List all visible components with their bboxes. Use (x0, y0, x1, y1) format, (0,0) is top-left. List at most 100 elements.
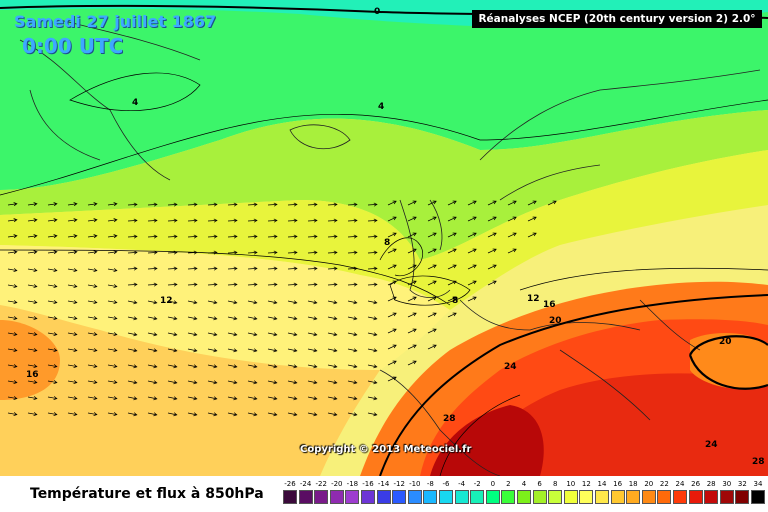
flux-arrow (7, 234, 18, 239)
scale-color-cell (423, 490, 438, 504)
scale-tick-label: 12 (581, 480, 591, 488)
scale-color-cell (485, 490, 500, 504)
scale-tick-label: 30 (722, 480, 732, 488)
flux-arrow (227, 348, 238, 353)
flux-arrow (147, 316, 158, 321)
flux-arrow (27, 202, 38, 207)
flux-arrow (247, 282, 258, 287)
flux-arrow (207, 332, 218, 337)
scale-color-cell (704, 490, 719, 504)
flux-arrow (27, 234, 38, 239)
flux-arrow (347, 218, 358, 223)
flux-arrow (107, 380, 118, 385)
flux-arrow (267, 364, 278, 369)
flux-arrow (367, 396, 378, 401)
flux-arrow (367, 282, 378, 287)
flux-arrow (287, 266, 298, 271)
flux-arrow (307, 234, 318, 239)
flux-arrow (307, 202, 318, 207)
contour-label: 28 (443, 414, 456, 424)
flux-arrow (87, 250, 98, 255)
flux-arrow (387, 312, 397, 318)
flux-arrow (367, 316, 378, 321)
flux-arrow (7, 218, 18, 223)
flux-arrow (247, 412, 258, 417)
flux-arrow (307, 250, 318, 255)
flux-arrow (167, 332, 178, 337)
flux-arrow (187, 202, 198, 207)
flux-arrow (207, 282, 218, 287)
flux-arrow (167, 266, 178, 271)
flux-arrow (127, 250, 138, 255)
scale-tick-label: 28 (706, 480, 716, 488)
flux-arrow (387, 376, 397, 382)
flux-arrow (387, 200, 397, 206)
scale-color-cell (329, 490, 344, 504)
flux-arrow (67, 396, 78, 401)
scale-color-cell (314, 490, 329, 504)
flux-arrow (167, 412, 178, 417)
flux-arrow (107, 348, 118, 353)
flux-arrow (367, 332, 378, 337)
flux-arrow (227, 202, 238, 207)
flux-arrow (207, 202, 218, 207)
contour-label: 16 (543, 300, 556, 310)
flux-arrow (207, 234, 218, 239)
flux-arrow (487, 200, 497, 206)
flux-arrow (427, 216, 437, 222)
contour-label: 20 (719, 337, 732, 347)
flux-arrow (27, 300, 38, 305)
flux-arrow (107, 332, 118, 337)
flux-arrow (387, 360, 397, 366)
flux-arrow (107, 412, 118, 417)
flux-arrow (187, 250, 198, 255)
flux-arrow (7, 268, 18, 273)
contour-label: 4 (132, 98, 139, 108)
flux-arrow (267, 300, 278, 305)
flux-arrow (327, 364, 338, 369)
flux-arrow (87, 380, 98, 385)
flux-arrow (467, 200, 477, 206)
flux-arrow (347, 396, 358, 401)
flux-arrow (367, 218, 378, 223)
flux-arrow (247, 364, 258, 369)
flux-arrow (327, 316, 338, 321)
flux-arrow (107, 218, 118, 223)
flux-arrow (487, 248, 497, 254)
flux-arrow (107, 234, 118, 239)
map-time: 0:00 UTC (22, 34, 124, 58)
flux-arrow (347, 364, 358, 369)
flux-arrow (227, 250, 238, 255)
scale-color-cell (407, 490, 422, 504)
flux-arrow (267, 380, 278, 385)
flux-arrow (187, 300, 198, 305)
scale-color-cell (361, 490, 375, 504)
flux-arrow (187, 282, 198, 287)
scale-tick-label: -16 (362, 480, 374, 488)
flux-arrow (467, 232, 477, 238)
flux-arrow (47, 412, 58, 417)
scale-color-cell (719, 490, 734, 504)
flux-arrow (307, 380, 318, 385)
flux-arrow (67, 268, 78, 273)
flux-arrow (307, 364, 318, 369)
scale-tick-label: 24 (675, 480, 685, 488)
flux-arrow (347, 300, 358, 305)
scale-color-cell (626, 490, 641, 504)
scale-tick-label: -22 (315, 480, 327, 488)
flux-arrow (7, 300, 18, 305)
flux-arrow (107, 316, 118, 321)
flux-arrow (387, 232, 397, 238)
flux-arrow (287, 282, 298, 287)
flux-arrow (287, 396, 298, 401)
flux-arrow (227, 364, 238, 369)
flux-arrow (27, 284, 38, 289)
flux-arrow (287, 234, 298, 239)
flux-arrow (127, 332, 138, 337)
flux-arrow (87, 332, 98, 337)
contour-label: 24 (705, 440, 718, 450)
flux-arrow (7, 250, 18, 255)
flux-arrow (407, 216, 417, 222)
flux-arrow (7, 332, 18, 337)
